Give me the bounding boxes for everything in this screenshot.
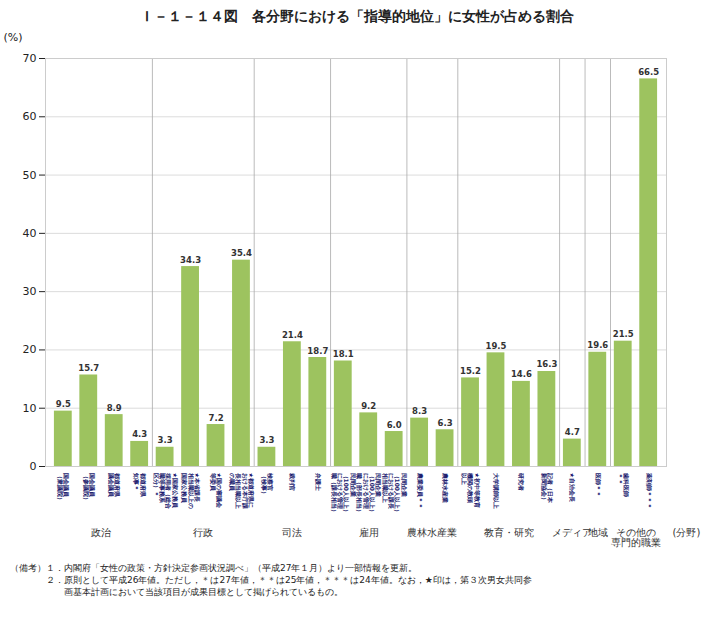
- svg-text:メディア: メディア: [552, 527, 592, 538]
- svg-text:70: 70: [23, 52, 37, 65]
- svg-text:35.4: 35.4: [231, 248, 252, 258]
- svg-text:研究者: 研究者: [518, 472, 525, 491]
- svg-text:6.3: 6.3: [438, 418, 453, 428]
- svg-text:★自治会長: ★自治会長: [568, 473, 576, 502]
- svg-text:21.4: 21.4: [282, 330, 303, 340]
- svg-text:民間企業（100人以上）における課長相当職以上: 民間企業（100人以上）における課長相当職以上: [382, 472, 408, 516]
- svg-text:★初中等教育機関の教頭以上: ★初中等教育機関の教頭以上: [461, 472, 481, 508]
- svg-text:18.7: 18.7: [307, 346, 328, 356]
- svg-text:40: 40: [23, 227, 37, 240]
- svg-text:民間企業（100人以上）における管理職（課長相当）: 民間企業（100人以上）における管理職（課長相当）: [330, 472, 357, 516]
- svg-text:歯科医師＊＊: 歯科医師＊＊: [617, 472, 630, 497]
- svg-text:記者（日本新聞協会）: 記者（日本新聞協会）: [540, 472, 554, 504]
- svg-text:都道府県知事＊: 都道府県知事＊: [134, 472, 147, 498]
- svg-text:15.2: 15.2: [460, 366, 481, 376]
- svg-text:6.0: 6.0: [387, 420, 402, 430]
- svg-text:7.2: 7.2: [208, 413, 223, 423]
- svg-text:4.7: 4.7: [565, 427, 580, 437]
- svg-text:行政: 行政: [193, 527, 213, 538]
- svg-text:司法: 司法: [282, 527, 302, 538]
- svg-text:(%): (%): [4, 31, 23, 44]
- svg-text:国会議員（参議院）: 国会議員（参議院）: [82, 473, 96, 503]
- svg-text:0: 0: [30, 460, 37, 473]
- svg-text:(分野): (分野): [673, 527, 701, 538]
- svg-text:★都道府県における本庁課長相当職以上の職員: ★都道府県における本庁課長相当職以上の職員: [228, 472, 255, 510]
- svg-text:教育・研究: 教育・研究: [484, 527, 534, 538]
- svg-text:検察官（検事）: 検察官（検事）: [260, 472, 274, 497]
- svg-text:★国の審議会等委員: ★国の審議会等委員: [209, 472, 223, 509]
- svg-text:30: 30: [23, 285, 37, 298]
- svg-text:10: 10: [23, 402, 37, 415]
- svg-text:18.1: 18.1: [333, 349, 354, 359]
- svg-text:20: 20: [23, 343, 37, 356]
- svg-text:★国家公務員採用者（総合職等事務系区分）＊: ★国家公務員採用者（総合職等事務系区分）＊: [152, 472, 179, 509]
- svg-text:国会議員（衆議院）: 国会議員（衆議院）: [56, 473, 70, 503]
- svg-text:地域: 地域: [587, 527, 608, 538]
- svg-text:農林水産業: 農林水産業: [442, 472, 449, 503]
- svg-text:政治: 政治: [91, 527, 111, 538]
- svg-text:19.6: 19.6: [587, 340, 608, 350]
- html-text:（備考）１．内閣府「女性の政策・方針決定参画状況調べ」（平成: （備考）１．内閣府「女性の政策・方針決定参画状況調べ」（平成27年１月）より一部…: [10, 563, 532, 598]
- svg-text:弁護士: 弁護士: [315, 472, 322, 491]
- svg-text:雇用: 雇用: [359, 527, 379, 538]
- html-text:Ｉ－１－１４図 各分野における「指導的地位」に女性が占める割: Ｉ－１－１４図 各分野における「指導的地位」に女性が占める割合: [140, 8, 574, 24]
- svg-text:農業委員＊＊: 農業委員＊＊: [416, 472, 424, 509]
- svg-text:裁判官: 裁判官: [289, 472, 296, 491]
- svg-text:薬剤師＊＊＊: 薬剤師＊＊＊: [646, 472, 653, 509]
- svg-text:16.3: 16.3: [536, 359, 557, 369]
- svg-text:14.6: 14.6: [511, 369, 532, 379]
- svg-text:医師＊＊: 医師＊＊: [595, 473, 602, 497]
- svg-text:大学講師以上: 大学講師以上: [493, 472, 500, 509]
- svg-text:50: 50: [23, 169, 37, 182]
- svg-text:農林水産業: 農林水産業: [407, 527, 457, 538]
- svg-text:9.2: 9.2: [361, 401, 376, 411]
- svg-text:19.5: 19.5: [485, 341, 506, 351]
- svg-text:3.3: 3.3: [158, 435, 173, 445]
- svg-text:都道府県議会議員: 都道府県議会議員: [107, 472, 121, 498]
- svg-text:3.3: 3.3: [259, 435, 274, 445]
- svg-text:9.5: 9.5: [56, 399, 71, 409]
- svg-text:その他の専門的職業: その他の専門的職業: [611, 527, 661, 548]
- svg-text:34.3: 34.3: [180, 255, 201, 265]
- svg-text:21.5: 21.5: [613, 329, 634, 339]
- svg-text:★本省課長相当職以上の国家公務員: ★本省課長相当職以上の国家公務員: [180, 472, 201, 509]
- svg-text:民間企業（100人以上）における管理職（部長相当）: 民間企業（100人以上）における管理職（部長相当）: [355, 472, 382, 516]
- svg-text:66.5: 66.5: [638, 67, 659, 77]
- svg-text:8.3: 8.3: [412, 406, 427, 416]
- svg-text:4.3: 4.3: [132, 429, 147, 439]
- svg-text:60: 60: [23, 110, 37, 123]
- svg-text:8.9: 8.9: [107, 403, 122, 413]
- svg-text:15.7: 15.7: [78, 363, 99, 373]
